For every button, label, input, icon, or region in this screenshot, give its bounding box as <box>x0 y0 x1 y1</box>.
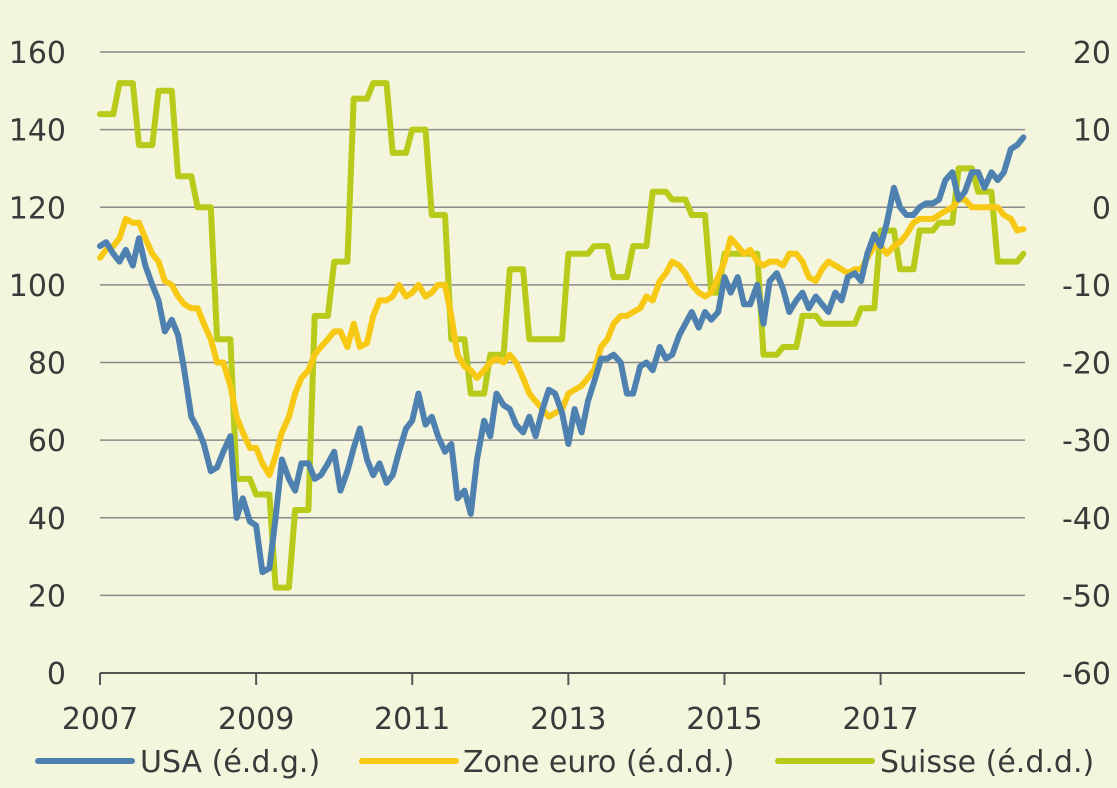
left-axis-tick-label: 120 <box>9 191 66 226</box>
left-axis-tick-label: 80 <box>28 347 66 382</box>
x-axis-tick-label: 2013 <box>530 702 606 737</box>
left-axis-tick-label: 40 <box>28 502 66 537</box>
x-axis-ticks: 2007 2009 2011 2013 2015 2017 <box>62 673 919 737</box>
legend: USA (é.d.g.) Zone euro (é.d.d.) Suisse (é.… <box>35 745 1094 780</box>
left-axis-tick-label: 20 <box>28 579 66 614</box>
left-axis-tick-label: 100 <box>9 269 66 304</box>
series-line <box>97 80 1027 591</box>
legend-label: Suisse (é.d.d.) <box>880 745 1094 780</box>
legend-label: USA (é.d.g.) <box>140 745 320 780</box>
series-lines <box>97 80 1027 591</box>
right-axis-tick-label: -50 <box>1062 579 1111 614</box>
left-axis-tick-label: 140 <box>9 114 66 149</box>
x-axis-tick-label: 2009 <box>218 702 294 737</box>
x-axis-tick-label: 2015 <box>686 702 762 737</box>
gridlines <box>100 51 1025 674</box>
left-axis-ticks: 0 20 40 60 80 100 120 140 160 <box>9 36 66 692</box>
right-axis-tick-label: -40 <box>1062 502 1111 537</box>
x-axis-tick-label: 2011 <box>374 702 450 737</box>
left-axis-tick-label: 60 <box>28 424 66 459</box>
right-axis-tick-label: -30 <box>1062 424 1111 459</box>
x-axis-tick-label: 2007 <box>62 702 138 737</box>
legend-label: Zone euro (é.d.d.) <box>463 745 735 780</box>
right-axis-tick-label: -10 <box>1062 269 1111 304</box>
left-axis-tick-label: 0 <box>47 657 66 692</box>
x-axis-tick-label: 2017 <box>842 702 918 737</box>
right-axis-tick-label: -20 <box>1062 347 1111 382</box>
right-axis-tick-label: -60 <box>1062 657 1111 692</box>
left-axis-tick-label: 160 <box>9 36 66 71</box>
right-axis-tick-label: 20 <box>1073 36 1111 71</box>
right-axis-ticks: -60 -50 -40 -30 -20 -10 0 10 20 <box>1062 36 1111 692</box>
series-line <box>97 134 1027 576</box>
right-axis-tick-label: 0 <box>1092 191 1111 226</box>
right-axis-tick-label: 10 <box>1073 114 1111 149</box>
